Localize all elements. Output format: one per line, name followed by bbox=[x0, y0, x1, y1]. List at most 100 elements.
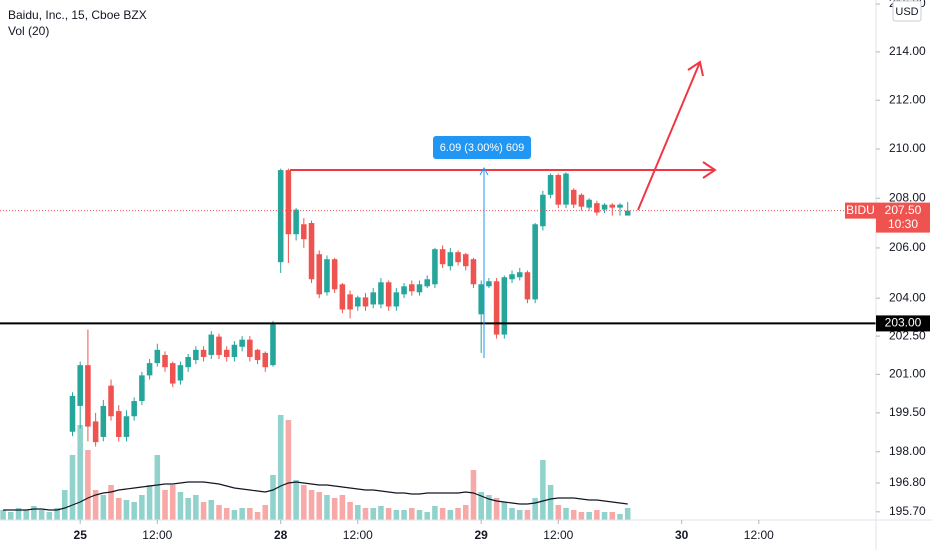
candle-body bbox=[316, 254, 323, 295]
candle bbox=[355, 295, 361, 311]
candle bbox=[162, 351, 168, 372]
candle-body bbox=[570, 189, 577, 205]
volume-bar bbox=[193, 495, 199, 520]
x-tick-label: 12:00 bbox=[744, 528, 774, 542]
y-tick-label: 210.00 bbox=[889, 141, 926, 155]
candle-body bbox=[216, 336, 222, 355]
volume-bar bbox=[301, 485, 307, 520]
volume-bar bbox=[378, 506, 384, 520]
candle bbox=[293, 208, 299, 241]
candle bbox=[617, 203, 623, 216]
volume-bar bbox=[115, 498, 122, 520]
level-label: 203.00 bbox=[885, 316, 922, 330]
volume-bar bbox=[347, 502, 353, 520]
arrow-head bbox=[687, 60, 704, 77]
volume-bar bbox=[108, 485, 114, 520]
candle-body bbox=[370, 292, 377, 305]
candle bbox=[262, 351, 269, 372]
candle-body bbox=[424, 279, 430, 287]
candle-body bbox=[301, 224, 307, 240]
candle bbox=[555, 173, 562, 209]
volume-bar bbox=[239, 508, 245, 520]
candle-body bbox=[347, 294, 353, 310]
candle bbox=[509, 270, 515, 284]
volume-bar bbox=[624, 508, 631, 520]
volume-bar bbox=[154, 455, 161, 520]
y-tick-label: 201.00 bbox=[889, 367, 926, 381]
price-axis: 216.00214.00212.00210.00208.00206.00204.… bbox=[74, 0, 930, 542]
candle bbox=[447, 247, 454, 271]
volume-bar bbox=[262, 505, 269, 520]
volume-bar bbox=[331, 498, 338, 520]
candle bbox=[586, 198, 592, 211]
volume-bar bbox=[247, 508, 253, 520]
currency-box[interactable] bbox=[892, 0, 922, 22]
volume-bar bbox=[208, 500, 215, 520]
volume-bar bbox=[61, 490, 68, 520]
volume-bar bbox=[92, 490, 99, 520]
candle-body bbox=[185, 356, 191, 368]
volume-bar bbox=[285, 420, 292, 520]
volume-bar bbox=[270, 475, 276, 520]
chart-title: Baidu, Inc., 15, Cboe BZX bbox=[8, 8, 147, 22]
volume-bar bbox=[231, 510, 238, 520]
candle bbox=[486, 277, 492, 289]
volume-bar bbox=[185, 498, 191, 520]
candle-body bbox=[308, 223, 315, 280]
volume-bar bbox=[8, 512, 14, 520]
candle-body bbox=[609, 204, 616, 208]
candle bbox=[301, 218, 307, 248]
candle bbox=[200, 346, 207, 362]
candle-body bbox=[231, 344, 238, 357]
candle-body bbox=[108, 385, 114, 417]
candle bbox=[424, 275, 430, 289]
y-tick-label: 204.00 bbox=[889, 290, 926, 304]
candle-body bbox=[85, 365, 91, 427]
volume-bar bbox=[85, 450, 91, 520]
candle-body bbox=[563, 173, 569, 205]
candle-body bbox=[532, 224, 538, 300]
volume-bar bbox=[316, 492, 323, 520]
candle-body bbox=[501, 277, 508, 335]
candle bbox=[547, 173, 554, 199]
candle-body bbox=[409, 284, 415, 292]
candle bbox=[270, 320, 276, 367]
volume-bar bbox=[424, 512, 430, 520]
volume-bar bbox=[31, 506, 37, 520]
candle bbox=[277, 168, 284, 273]
candle bbox=[316, 250, 323, 299]
volume-bar bbox=[432, 506, 438, 520]
volume-bar bbox=[409, 508, 415, 520]
candle-body bbox=[439, 249, 446, 265]
volume-bar bbox=[547, 485, 554, 520]
candle-body bbox=[478, 284, 484, 315]
candle-body bbox=[162, 354, 168, 368]
volume-bar bbox=[586, 512, 592, 520]
volume-bar bbox=[100, 495, 107, 520]
candle bbox=[185, 353, 191, 372]
candle bbox=[193, 346, 199, 365]
candle-body bbox=[154, 349, 161, 364]
candle bbox=[208, 331, 215, 360]
candle bbox=[370, 288, 377, 309]
candle bbox=[139, 371, 145, 406]
volume-bar bbox=[555, 505, 562, 520]
volume-bar bbox=[524, 510, 531, 520]
candle bbox=[339, 283, 346, 314]
volume-bar bbox=[501, 502, 508, 520]
measure-box bbox=[433, 136, 531, 159]
candle bbox=[409, 280, 415, 296]
candle bbox=[493, 277, 500, 339]
candle-body bbox=[624, 210, 631, 216]
candle-body bbox=[432, 249, 438, 285]
candle bbox=[416, 280, 423, 296]
candle bbox=[624, 201, 631, 216]
measure-label: 6.09 (3.00%) 609 bbox=[440, 142, 524, 154]
candle bbox=[146, 359, 153, 380]
candle-body bbox=[77, 365, 83, 406]
volume-bar bbox=[131, 502, 137, 520]
y-tick-label: 202.50 bbox=[889, 328, 926, 342]
countdown-label: 10:30 bbox=[888, 217, 918, 231]
volume-bar bbox=[393, 510, 400, 520]
